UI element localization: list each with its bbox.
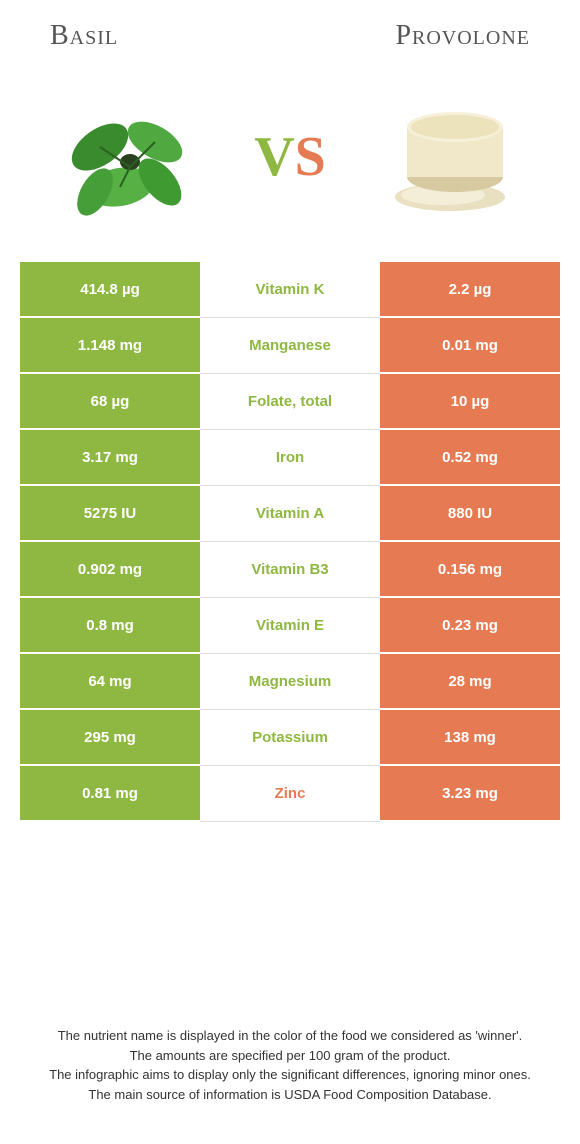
cell-right-value: 880 IU	[380, 486, 560, 542]
footer-line-4: The main source of information is USDA F…	[30, 1085, 550, 1105]
table-row: 1.148 mgManganese0.01 mg	[20, 318, 560, 374]
table-row: 68 µgFolate, total10 µg	[20, 374, 560, 430]
images-row: VS	[0, 62, 580, 262]
cell-nutrient-label: Folate, total	[200, 374, 380, 430]
table-row: 0.81 mgZinc3.23 mg	[20, 766, 560, 822]
cell-left-value: 64 mg	[20, 654, 200, 710]
cell-right-value: 0.156 mg	[380, 542, 560, 598]
cell-left-value: 414.8 µg	[20, 262, 200, 318]
vs-label: VS	[254, 125, 326, 189]
cell-left-value: 3.17 mg	[20, 430, 200, 486]
cell-left-value: 5275 IU	[20, 486, 200, 542]
cell-right-value: 0.52 mg	[380, 430, 560, 486]
header-title-left: Basil	[50, 20, 118, 52]
header-title-right: Provolone	[395, 20, 530, 52]
cell-left-value: 1.148 mg	[20, 318, 200, 374]
cell-nutrient-label: Vitamin K	[200, 262, 380, 318]
basil-image	[40, 77, 220, 237]
cell-left-value: 0.902 mg	[20, 542, 200, 598]
vs-v: V	[254, 126, 294, 188]
cell-right-value: 28 mg	[380, 654, 560, 710]
vs-s: S	[295, 126, 326, 188]
cell-nutrient-label: Zinc	[200, 766, 380, 822]
table-row: 64 mgMagnesium28 mg	[20, 654, 560, 710]
cell-nutrient-label: Iron	[200, 430, 380, 486]
table-row: 5275 IUVitamin A880 IU	[20, 486, 560, 542]
cell-right-value: 2.2 µg	[380, 262, 560, 318]
cell-nutrient-label: Vitamin A	[200, 486, 380, 542]
cell-nutrient-label: Vitamin E	[200, 598, 380, 654]
cell-left-value: 0.8 mg	[20, 598, 200, 654]
table-row: 3.17 mgIron0.52 mg	[20, 430, 560, 486]
provolone-image	[360, 77, 540, 237]
cell-right-value: 3.23 mg	[380, 766, 560, 822]
table-row: 414.8 µgVitamin K2.2 µg	[20, 262, 560, 318]
footer-line-1: The nutrient name is displayed in the co…	[30, 1026, 550, 1046]
footer-line-2: The amounts are specified per 100 gram o…	[30, 1046, 550, 1066]
cell-right-value: 0.23 mg	[380, 598, 560, 654]
table-row: 0.8 mgVitamin E0.23 mg	[20, 598, 560, 654]
header: Basil Provolone	[0, 0, 580, 62]
table-row: 0.902 mgVitamin B30.156 mg	[20, 542, 560, 598]
cell-right-value: 138 mg	[380, 710, 560, 766]
footer-line-3: The infographic aims to display only the…	[30, 1065, 550, 1085]
cell-left-value: 0.81 mg	[20, 766, 200, 822]
footer: The nutrient name is displayed in the co…	[0, 1026, 580, 1104]
nutrient-table: 414.8 µgVitamin K2.2 µg1.148 mgManganese…	[20, 262, 560, 822]
cell-left-value: 68 µg	[20, 374, 200, 430]
cell-right-value: 0.01 mg	[380, 318, 560, 374]
table-row: 295 mgPotassium138 mg	[20, 710, 560, 766]
cell-right-value: 10 µg	[380, 374, 560, 430]
cell-nutrient-label: Potassium	[200, 710, 380, 766]
cell-nutrient-label: Magnesium	[200, 654, 380, 710]
cell-left-value: 295 mg	[20, 710, 200, 766]
cell-nutrient-label: Vitamin B3	[200, 542, 380, 598]
cell-nutrient-label: Manganese	[200, 318, 380, 374]
